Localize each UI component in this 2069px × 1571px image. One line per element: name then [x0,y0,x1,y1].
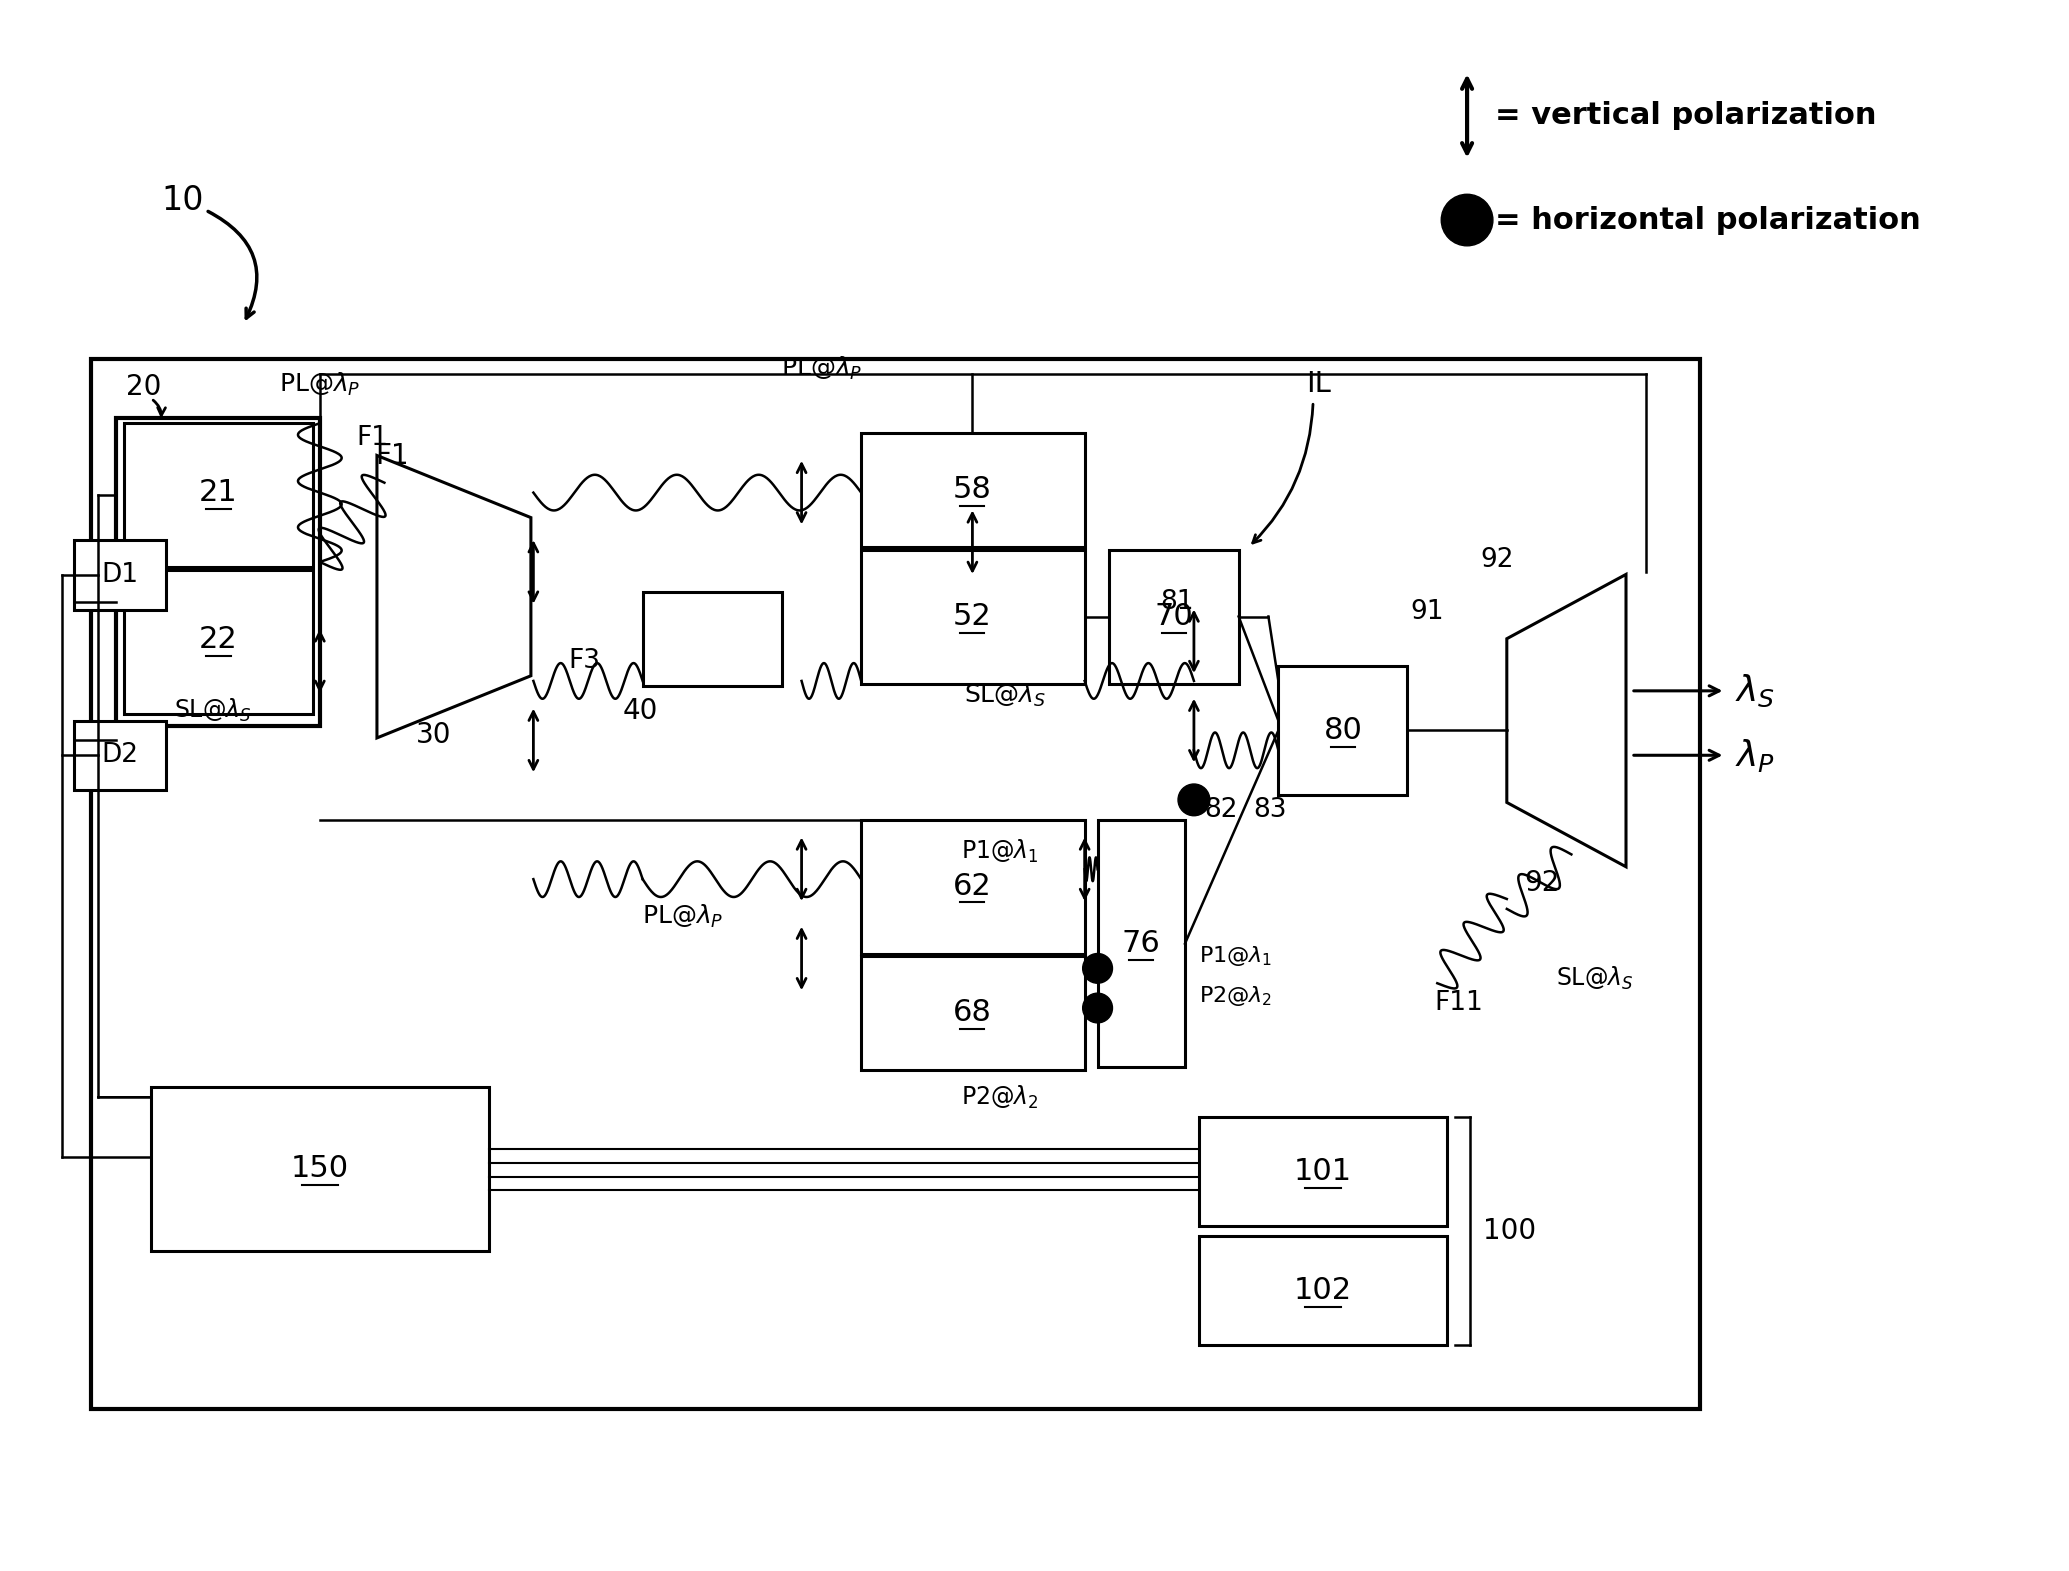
Circle shape [1442,195,1494,245]
Bar [861,820,1084,954]
Bar [91,358,1701,1409]
Bar [74,721,166,790]
Text: F1: F1 [356,426,389,451]
Text: 10: 10 [161,184,203,217]
Bar [1198,1236,1446,1345]
Bar [124,570,312,713]
Bar [1198,1117,1446,1225]
Text: 58: 58 [954,474,991,504]
Text: 62: 62 [954,872,991,900]
Text: 81: 81 [1161,589,1194,614]
Bar [124,423,312,567]
Text: 80: 80 [1324,716,1361,745]
Text: PL@$\lambda_P$: PL@$\lambda_P$ [279,371,360,399]
Text: SL@$\lambda_S$: SL@$\lambda_S$ [174,698,252,724]
Text: 101: 101 [1293,1158,1353,1186]
Text: 83: 83 [1254,796,1287,823]
Bar [1097,820,1186,1067]
Text: 150: 150 [292,1155,350,1183]
Text: P2@$\lambda_2$: P2@$\lambda_2$ [962,1084,1039,1111]
Text: P1@$\lambda_1$: P1@$\lambda_1$ [1198,944,1272,968]
Text: P1@$\lambda_1$: P1@$\lambda_1$ [962,837,1039,866]
Text: 92: 92 [1479,547,1515,573]
Polygon shape [377,456,532,738]
Text: 100: 100 [1483,1218,1535,1246]
Text: $\lambda_S$: $\lambda_S$ [1736,672,1775,709]
Circle shape [1177,784,1210,815]
Text: = horizontal polarization: = horizontal polarization [1496,206,1920,234]
Bar [151,1087,488,1251]
Text: 21: 21 [199,478,238,507]
Text: $\lambda_P$: $\lambda_P$ [1736,737,1775,775]
Text: PL@$\lambda_P$: PL@$\lambda_P$ [780,355,863,382]
Text: D1: D1 [101,562,139,588]
Text: 30: 30 [416,721,451,748]
Bar [74,540,166,610]
Text: 40: 40 [623,696,658,724]
Text: IL: IL [1306,371,1330,399]
Text: PL@$\lambda_P$: PL@$\lambda_P$ [641,903,722,930]
Bar [1279,666,1407,795]
Bar [861,434,1084,547]
Text: = vertical polarization: = vertical polarization [1496,102,1877,130]
Text: SL@$\lambda_S$: SL@$\lambda_S$ [1556,965,1635,991]
Bar [1109,550,1239,683]
Circle shape [1082,993,1113,1023]
Text: P2@$\lambda_2$: P2@$\lambda_2$ [1198,983,1272,1009]
Text: 20: 20 [126,374,161,402]
Polygon shape [1506,575,1626,867]
Text: 52: 52 [954,602,991,632]
Text: 76: 76 [1121,928,1161,958]
Text: 82: 82 [1204,796,1237,823]
Circle shape [1082,954,1113,983]
Text: 70: 70 [1155,602,1194,632]
Bar [116,418,321,726]
Text: F1: F1 [377,441,410,470]
Text: F3: F3 [569,649,600,674]
Text: 22: 22 [199,625,238,654]
Bar [861,550,1084,683]
Text: F11: F11 [1434,990,1483,1016]
Text: 92: 92 [1525,869,1560,897]
Text: 91: 91 [1411,599,1444,625]
Bar [643,592,782,687]
Text: SL@$\lambda_S$: SL@$\lambda_S$ [964,682,1047,710]
Text: 102: 102 [1293,1276,1353,1306]
Text: D2: D2 [101,742,139,768]
Text: 68: 68 [954,999,991,1027]
Bar [861,957,1084,1070]
